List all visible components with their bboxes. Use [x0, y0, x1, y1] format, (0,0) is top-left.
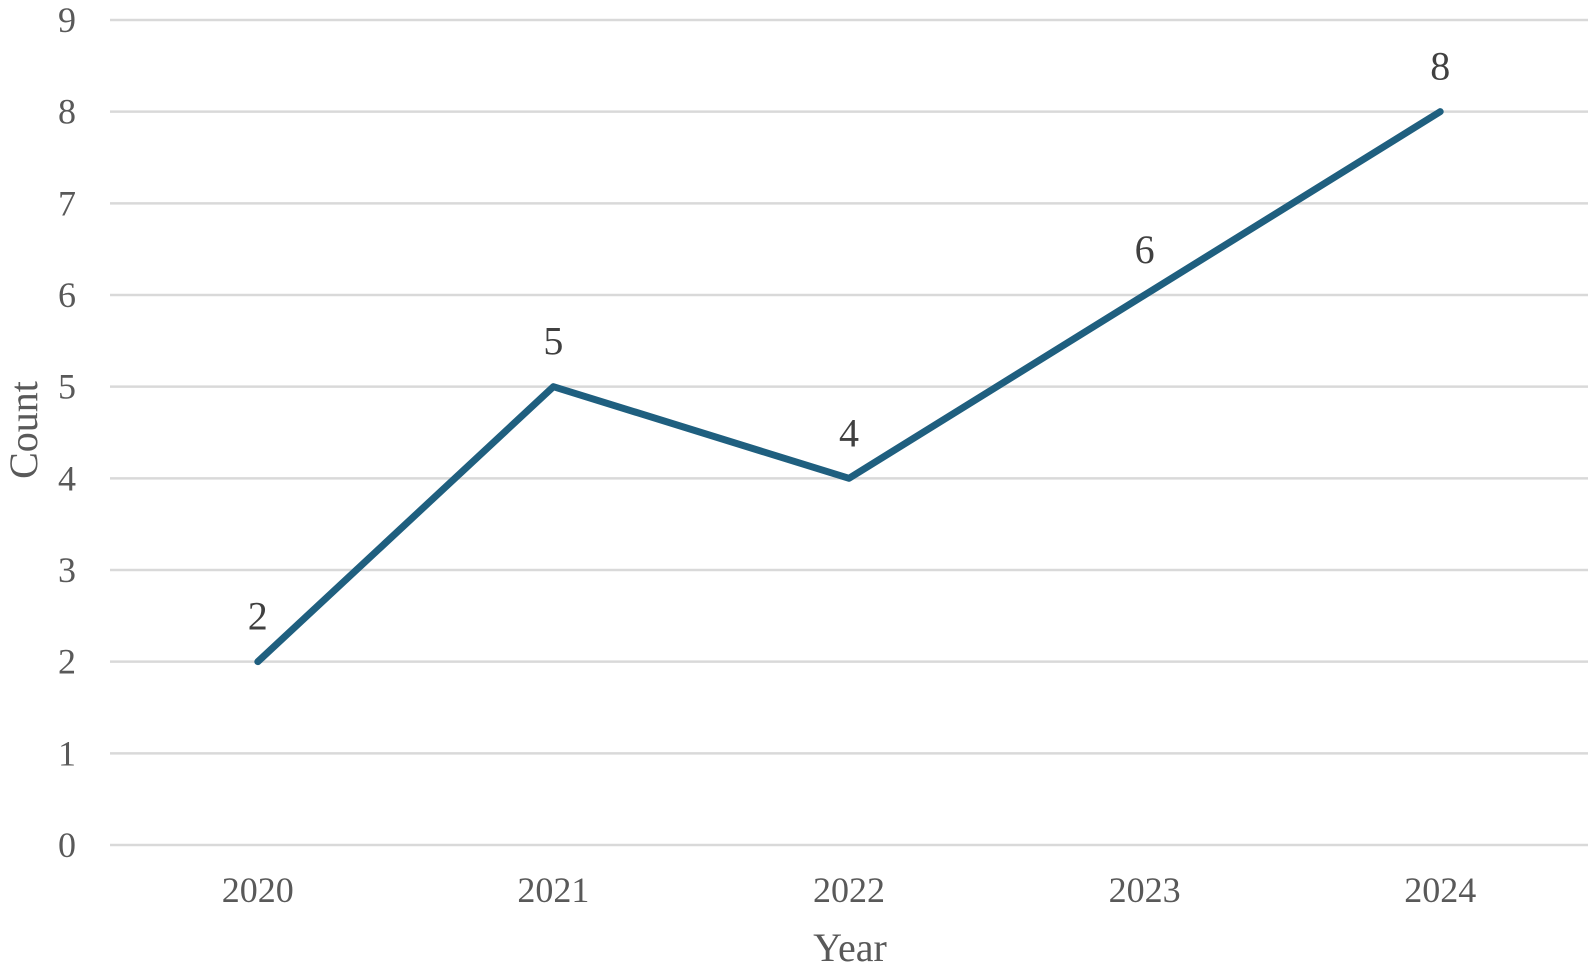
y-tick-label: 9: [58, 0, 76, 40]
y-tick-label: 5: [58, 367, 76, 407]
y-tick-label: 0: [58, 825, 76, 865]
data-label: 6: [1135, 227, 1155, 272]
data-label: 8: [1430, 44, 1450, 89]
series-layer: [254, 108, 1444, 666]
y-axis-title: Count: [1, 381, 46, 479]
y-tick-label: 4: [58, 458, 76, 498]
y-tick-label: 8: [58, 92, 76, 132]
x-axis-ticks: 2020 2021 2022 2023 2024: [222, 870, 1476, 910]
x-axis-title: Year: [813, 925, 887, 967]
y-tick-label: 2: [58, 642, 76, 682]
series-line: [254, 108, 1444, 666]
x-tick-label: 2023: [1109, 870, 1181, 910]
y-tick-label: 7: [58, 183, 76, 223]
data-label: 5: [543, 319, 563, 364]
data-label: 4: [839, 410, 859, 455]
x-tick-label: 2021: [517, 870, 589, 910]
data-label: 2: [248, 594, 268, 639]
y-axis-ticks: 0 1 2 3 4 5 6 7 8 9: [58, 0, 76, 865]
x-tick-label: 2024: [1404, 870, 1476, 910]
y-tick-label: 1: [58, 733, 76, 773]
data-labels: 2 5 4 6 8: [248, 44, 1450, 639]
y-tick-label: 6: [58, 275, 76, 315]
x-tick-label: 2022: [813, 870, 885, 910]
y-tick-label: 3: [58, 550, 76, 590]
x-tick-label: 2020: [222, 870, 294, 910]
